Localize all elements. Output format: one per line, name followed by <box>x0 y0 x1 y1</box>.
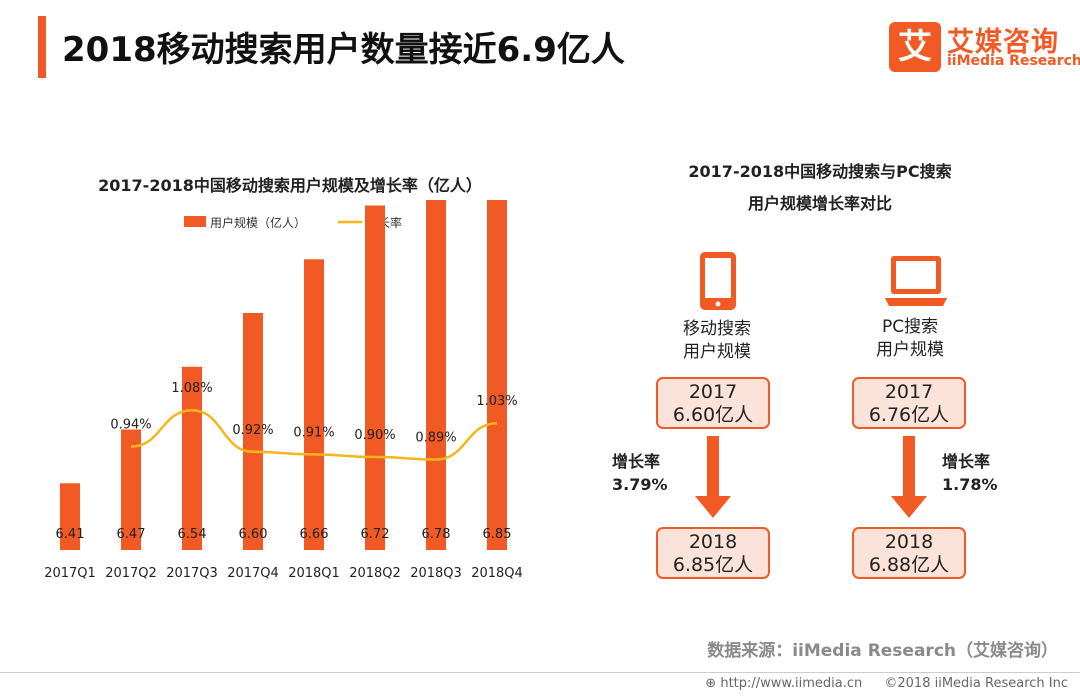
pc-label-line-2: 用户规模 <box>876 340 944 360</box>
pc-growth-value: 1.78% <box>942 475 998 494</box>
bar-value-label: 6.85 <box>483 527 512 542</box>
bar-value-label: 6.47 <box>117 527 146 542</box>
pc-2017-year: 2017 <box>884 381 934 403</box>
bar <box>121 429 141 550</box>
growth-rate-label: 0.94% <box>110 418 151 433</box>
user-scale-chart: 用户规模（亿人）增长率6.412017Q16.472017Q26.542017Q… <box>44 200 523 581</box>
pc-2017-value: 6.76亿人 <box>868 404 950 426</box>
mobile-search-label: 移动搜索 用户规模 <box>647 318 787 364</box>
mobile-arrow-shaft <box>707 436 719 498</box>
website-link[interactable]: http://www.iimedia.cn <box>720 676 863 691</box>
bar <box>304 259 324 550</box>
mobile-2017-value: 6.60亿人 <box>672 404 754 426</box>
mobile-label-line-2: 用户规模 <box>683 342 751 362</box>
pc-growth: 增长率 1.78% <box>942 450 998 496</box>
mobile-2018-year: 2018 <box>688 531 738 553</box>
mobile-2017-year: 2017 <box>688 381 738 403</box>
growth-rate-label: 0.90% <box>354 428 395 443</box>
x-tick-label: 2018Q4 <box>471 566 523 581</box>
pc-2018-year: 2018 <box>884 531 934 553</box>
x-tick-label: 2017Q2 <box>105 566 157 581</box>
x-tick-label: 2017Q4 <box>227 566 279 581</box>
logo-mark: 艾 <box>889 22 941 72</box>
x-tick-label: 2018Q1 <box>288 566 340 581</box>
growth-rate-label: 0.89% <box>415 431 456 446</box>
bar <box>243 313 263 550</box>
mobile-growth-value: 3.79% <box>612 475 668 494</box>
iimedia-logo: 艾 艾媒咨询 iiMedia Research <box>889 20 1080 76</box>
mobile-2018-value: 6.85亿人 <box>672 554 754 576</box>
bar-value-label: 6.78 <box>422 527 451 542</box>
pc-2017-box: 2017 6.76亿人 <box>852 377 966 429</box>
legend-bar-swatch <box>184 216 206 227</box>
title-accent-bar <box>38 16 46 78</box>
bar-value-label: 6.66 <box>300 527 329 542</box>
mobile-2018-box: 2018 6.85亿人 <box>656 527 770 579</box>
smartphone-icon <box>700 252 736 310</box>
pc-arrow-shaft <box>903 436 915 498</box>
pc-label-line-1: PC搜索 <box>881 317 939 337</box>
pc-growth-label: 增长率 <box>942 452 991 471</box>
copyright: ©2018 iiMedia Research Inc <box>884 676 1068 691</box>
mobile-growth-label: 增长率 <box>612 452 661 471</box>
bar <box>365 205 385 551</box>
logo-mark-char: 艾 <box>898 27 932 67</box>
bar-value-label: 6.60 <box>239 527 268 542</box>
right-title-line-1: 2017-2018中国移动搜索与PC搜索 <box>688 162 952 181</box>
mobile-growth: 增长率 3.79% <box>612 450 668 496</box>
bar <box>60 483 80 550</box>
mobile-arrow-down-icon <box>695 496 731 518</box>
x-tick-label: 2018Q2 <box>349 566 401 581</box>
bar <box>182 366 202 550</box>
x-tick-label: 2017Q3 <box>166 566 218 581</box>
mobile-label-line-1: 移动搜索 <box>683 319 751 339</box>
right-title-line-2: 用户规模增长率对比 <box>747 194 892 213</box>
footer-divider <box>0 672 1080 673</box>
pc-2018-value: 6.88亿人 <box>868 554 950 576</box>
growth-rate-label: 1.03% <box>476 394 517 409</box>
left-chart-title: 2017-2018中国移动搜索用户规模及增长率（亿人） <box>98 176 482 195</box>
logo-english-name: iiMedia Research <box>947 53 1080 69</box>
laptop-icon <box>885 256 947 306</box>
pc-arrow-down-icon <box>891 496 927 518</box>
page-title: 2018移动搜索用户数量接近6.9亿人 <box>62 30 625 70</box>
pc-search-label: PC搜索 用户规模 <box>840 316 980 362</box>
bar <box>487 200 507 550</box>
bar-value-label: 6.54 <box>178 527 207 542</box>
footer-info: ⊕ http://www.iimedia.cn ©2018 iiMedia Re… <box>705 676 1068 691</box>
bar <box>426 200 446 550</box>
x-tick-label: 2018Q3 <box>410 566 462 581</box>
legend-bar-label: 用户规模（亿人） <box>210 215 306 230</box>
growth-rate-label: 1.08% <box>171 381 212 396</box>
mobile-2017-box: 2017 6.60亿人 <box>656 377 770 429</box>
x-tick-label: 2017Q1 <box>44 566 96 581</box>
data-source: 数据来源：iiMedia Research（艾媒咨询） <box>707 641 1058 661</box>
bar-value-label: 6.72 <box>361 527 390 542</box>
growth-rate-line <box>130 408 498 461</box>
logo-chinese-name: 艾媒咨询 <box>947 27 1059 58</box>
growth-rate-label: 0.91% <box>293 425 334 440</box>
pc-2018-box: 2018 6.88亿人 <box>852 527 966 579</box>
growth-rate-label: 0.92% <box>232 423 273 438</box>
globe-icon: ⊕ <box>705 676 717 691</box>
bar-value-label: 6.41 <box>56 527 85 542</box>
